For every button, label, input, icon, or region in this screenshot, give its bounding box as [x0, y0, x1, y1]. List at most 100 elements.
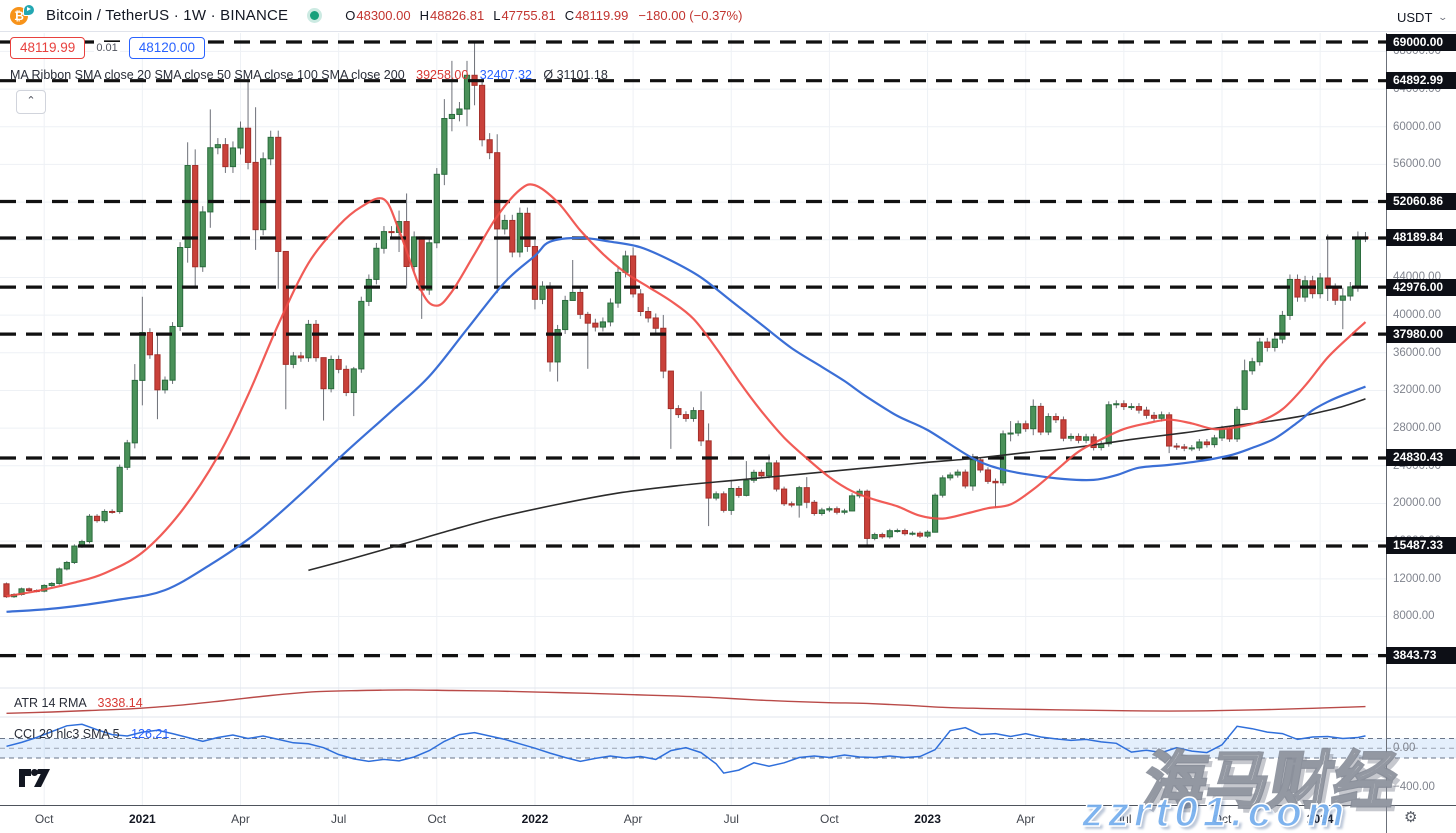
candle-body — [380, 231, 388, 249]
candle-body — [1181, 446, 1188, 449]
price-scale-label: 60000.00 — [1393, 120, 1441, 133]
ma-ribbon-legend[interactable]: MA Ribbon SMA close 20 SMA close 50 SMA … — [10, 68, 608, 82]
price-scale-label: 40000.00 — [1393, 309, 1441, 322]
candle-body — [614, 271, 622, 304]
time-axis-year-label: 2023 — [914, 812, 941, 826]
candle-body — [675, 408, 682, 416]
atr-value: 3338.14 — [97, 696, 143, 710]
candle-body — [139, 332, 146, 381]
candle-body — [290, 355, 297, 365]
level-price-label: 37980.00 — [1386, 325, 1456, 343]
candle-body — [932, 494, 939, 533]
candle-body — [562, 299, 569, 331]
candle-body — [1045, 416, 1052, 433]
candle-body — [788, 503, 795, 506]
candle-body — [146, 332, 154, 356]
candle-body — [811, 501, 818, 514]
currency-label: USDT — [1397, 9, 1433, 25]
trade-buttons: 48119.99 0.01 48120.00 — [10, 37, 206, 59]
candle-body — [713, 493, 720, 499]
candle-body — [992, 480, 999, 484]
candle-body — [418, 236, 425, 291]
candle-body — [667, 370, 674, 410]
time-axis-month-label: Oct — [427, 812, 447, 826]
candle-body — [343, 368, 350, 394]
candle-body — [320, 357, 327, 390]
candle-body — [682, 414, 690, 419]
candle-body — [1196, 441, 1203, 449]
candle-body — [826, 508, 833, 511]
axis-settings-gear-icon[interactable]: ⚙ — [1404, 809, 1418, 826]
candle-body — [871, 534, 878, 539]
candle-body — [1052, 416, 1060, 421]
currency-selector[interactable]: USDT ⌄ — [1392, 6, 1452, 28]
time-axis-year-label: 2021 — [128, 812, 156, 826]
candle-body — [1279, 314, 1286, 340]
candle-body — [169, 325, 176, 381]
time-axis[interactable]: Oct 2021 Apr Jul Oct 2022 Apr Jul Oct 2023 Apr Jul O… — [0, 806, 1456, 833]
collapse-legend-button[interactable]: ⌃ — [16, 90, 46, 114]
candle-body — [1158, 414, 1165, 419]
time-axis-month-label: Oct — [1212, 812, 1232, 826]
candle-body — [328, 358, 335, 390]
time-axis-month-label: Oct — [34, 812, 54, 826]
tradingview-logo[interactable] — [18, 767, 52, 789]
candle-body — [962, 471, 969, 487]
symbol-title[interactable]: Bitcoin / TetherUS · 1W · BINANCE — [46, 7, 289, 24]
candle-body — [879, 534, 886, 538]
candle-body — [1188, 447, 1195, 450]
buy-button[interactable]: 48120.00 — [128, 37, 206, 59]
candle-body — [796, 487, 803, 506]
candle-body — [184, 164, 191, 249]
price-scale-label: 20000.00 — [1393, 497, 1441, 510]
atr-legend[interactable]: ATR 14 RMA 3338.14 — [14, 696, 143, 710]
ma-ribbon-avg-value: Ø 31101.18 — [543, 68, 608, 82]
sma20-line — [6, 183, 1367, 598]
chevron-down-icon: ⌄ — [1437, 11, 1449, 22]
time-axis-month-label: Jul — [723, 812, 739, 826]
candle-body — [244, 127, 252, 163]
sell-button[interactable]: 48119.99 — [10, 37, 86, 59]
candle-body — [697, 410, 705, 442]
candle-body — [599, 321, 606, 328]
atr-title: ATR 14 RMA — [14, 696, 87, 710]
candle-body — [222, 144, 229, 168]
candle-body — [494, 152, 501, 230]
price-axis[interactable]: 68000.0064000.0060000.0056000.0044000.00… — [1386, 0, 1456, 833]
close-value: 48119.99 — [575, 8, 629, 23]
level-price-label: 48189.84 — [1386, 229, 1456, 247]
candle-body — [388, 231, 395, 234]
atr-line — [6, 689, 1366, 714]
candle-body — [48, 582, 55, 586]
candle-body — [531, 246, 539, 300]
candle-body — [1015, 423, 1022, 434]
market-status-dot[interactable] — [310, 11, 320, 20]
watermark-site: zzrt01.com — [1081, 787, 1350, 833]
candle-body — [252, 161, 259, 231]
candle-body — [1203, 441, 1211, 446]
candle-body — [645, 311, 652, 319]
candle-body — [894, 530, 901, 533]
candle-body — [312, 323, 320, 359]
candle-body — [154, 354, 161, 391]
time-axis-month-label: Apr — [623, 812, 643, 826]
candle-body — [426, 242, 433, 291]
candle-body — [116, 466, 123, 513]
candle-body — [1294, 278, 1301, 298]
cci-legend[interactable]: CCI 20 hlc3 SMA 5 126.21 — [14, 727, 169, 741]
level-price-label: 69000.00 — [1386, 33, 1456, 51]
cci-title: CCI 20 hlc3 SMA 5 — [14, 727, 120, 741]
candle-body — [584, 313, 591, 324]
candle-body — [728, 487, 735, 511]
ma-ribbon-sma50-value: 32407.32 — [479, 68, 532, 82]
time-axis-month-label: Jul — [330, 812, 347, 826]
candle-body — [901, 530, 908, 535]
high-value: 48826.81 — [429, 8, 485, 23]
spread-value: 0.01 — [94, 42, 120, 54]
candle-body — [131, 379, 138, 444]
candle-body — [1256, 341, 1263, 363]
candle-body — [1113, 403, 1120, 406]
candle-body — [63, 561, 70, 570]
candle-body — [607, 302, 614, 323]
